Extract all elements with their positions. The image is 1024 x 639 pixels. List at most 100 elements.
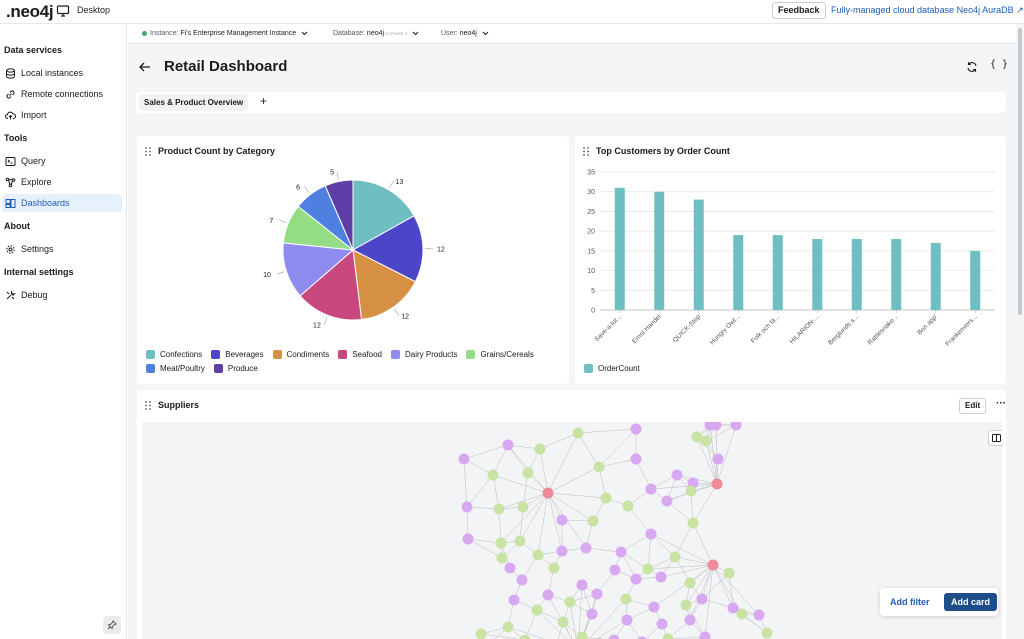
graph-relationship[interactable] (507, 626, 578, 639)
graph-relationship[interactable] (480, 633, 525, 639)
supplier-node[interactable] (615, 546, 627, 558)
product-node[interactable] (642, 563, 654, 575)
graph-relationship[interactable] (704, 564, 714, 638)
product-node[interactable] (684, 577, 696, 589)
graph-relationship[interactable] (547, 466, 600, 494)
supplier-node[interactable] (621, 614, 633, 626)
hub-node[interactable] (707, 559, 719, 571)
product-node[interactable] (487, 469, 499, 481)
graph-relationship[interactable] (709, 424, 718, 485)
graph-relationship[interactable] (507, 444, 529, 474)
graph-relationship[interactable] (498, 492, 549, 510)
product-node[interactable] (572, 427, 584, 439)
graph-relationship[interactable] (728, 572, 734, 609)
graph-relationship[interactable] (463, 458, 468, 508)
legend-item[interactable]: Produce (213, 361, 258, 375)
graph-relationship[interactable] (653, 564, 714, 608)
sidebar-item-dashboards[interactable]: Dashboards (2, 194, 122, 212)
graph-relationship[interactable] (577, 432, 600, 468)
supplier-node[interactable] (591, 588, 603, 600)
layout-toggle-button[interactable] (988, 430, 1002, 446)
product-node[interactable] (736, 608, 748, 620)
supplier-node[interactable] (656, 618, 668, 630)
legend-item[interactable]: Confections (146, 347, 202, 361)
supplier-node[interactable] (502, 439, 514, 451)
graph-relationship[interactable] (578, 584, 583, 639)
graph-relationship[interactable] (547, 432, 579, 494)
supplier-node[interactable] (608, 634, 620, 639)
graph-relationship[interactable] (537, 492, 549, 556)
product-node[interactable] (700, 435, 712, 447)
auradb-link[interactable]: Fully-managed cloud database Neo4j AuraD… (831, 5, 1024, 15)
legend-item[interactable]: Condiments (272, 347, 329, 361)
graph-relationship[interactable] (660, 564, 714, 578)
graph-relationship[interactable] (519, 492, 549, 542)
sidebar-item-import[interactable]: Import (2, 106, 122, 124)
tab-sales-product-overview[interactable]: Sales & Product Overview (139, 94, 249, 111)
graph-relationship[interactable] (712, 564, 760, 616)
graph-relationship[interactable] (689, 564, 714, 621)
graph-relationship[interactable] (585, 547, 622, 553)
supplier-node[interactable] (645, 528, 657, 540)
back-arrow-icon[interactable] (138, 60, 152, 74)
legend-item[interactable]: Beverages (211, 347, 264, 361)
graph-relationship[interactable] (620, 533, 652, 553)
graph-relationship[interactable] (598, 458, 637, 468)
supplier-node[interactable] (630, 423, 642, 435)
graph-visualization[interactable] (142, 422, 1002, 639)
supplier-node[interactable] (508, 594, 520, 606)
graph-relationship[interactable] (716, 424, 737, 485)
product-node[interactable] (662, 633, 674, 639)
product-node[interactable] (576, 631, 588, 639)
legend-item[interactable]: Seafood (338, 347, 382, 361)
graph-relationship[interactable] (467, 538, 503, 559)
bar[interactable] (812, 239, 823, 310)
product-node[interactable] (669, 551, 681, 563)
graph-relationship[interactable] (522, 472, 529, 508)
pie-slice[interactable] (351, 215, 424, 283)
sidebar-item-explore[interactable]: Explore (2, 173, 122, 191)
legend-item[interactable]: OrderCount (584, 361, 640, 375)
graph-relationship[interactable] (466, 474, 494, 508)
supplier-node[interactable] (556, 545, 568, 557)
bar[interactable] (654, 191, 665, 310)
product-node[interactable] (622, 500, 634, 512)
product-node[interactable] (557, 616, 569, 628)
legend-item[interactable]: Dairy Products (391, 347, 457, 361)
drag-handle-icon[interactable] (583, 147, 589, 156)
graph-relationship[interactable] (492, 474, 500, 510)
product-node[interactable] (593, 461, 605, 473)
supplier-node[interactable] (710, 422, 722, 431)
product-node[interactable] (680, 599, 692, 611)
supplier-node[interactable] (576, 579, 588, 591)
graph-relationship[interactable] (674, 522, 694, 558)
pie-slice[interactable] (352, 179, 415, 251)
hub-node[interactable] (542, 487, 554, 499)
product-node[interactable] (495, 537, 507, 549)
product-node[interactable] (475, 628, 487, 639)
supplier-node[interactable] (504, 562, 516, 574)
graph-relationship[interactable] (463, 458, 494, 476)
graph-relationship[interactable] (578, 613, 593, 639)
graph-relationship[interactable] (577, 428, 637, 434)
graph-relationship[interactable] (650, 483, 718, 490)
supplier-node[interactable] (458, 453, 470, 465)
graph-relationship[interactable] (463, 444, 509, 460)
graph-relationship[interactable] (674, 556, 714, 566)
supplier-node[interactable] (630, 453, 642, 465)
graph-relationship[interactable] (578, 598, 627, 639)
supplier-node[interactable] (699, 631, 711, 639)
supplier-node[interactable] (712, 453, 724, 465)
graph-relationship[interactable] (578, 619, 628, 639)
product-node[interactable] (600, 492, 612, 504)
drag-handle-icon[interactable] (145, 401, 151, 410)
graph-relationship[interactable] (685, 564, 714, 606)
product-node[interactable] (514, 535, 526, 547)
graph-relationship[interactable] (500, 492, 549, 544)
add-tab-button[interactable]: + (260, 94, 268, 108)
supplier-node[interactable] (753, 609, 765, 621)
product-node[interactable] (687, 517, 699, 529)
bar[interactable] (614, 187, 625, 310)
sidebar-item-settings[interactable]: Settings (2, 240, 122, 258)
bar[interactable] (930, 242, 941, 310)
